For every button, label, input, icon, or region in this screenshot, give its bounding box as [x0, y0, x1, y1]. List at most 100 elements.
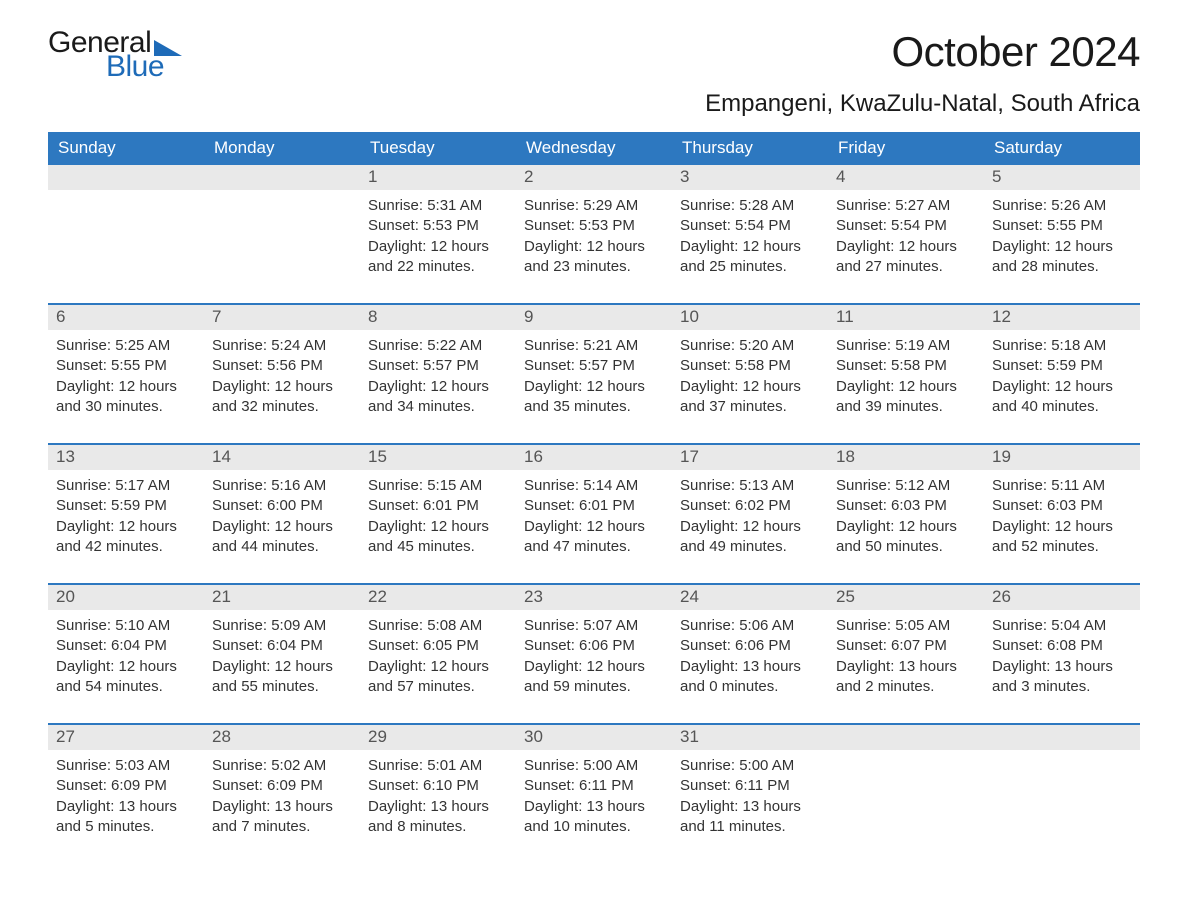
day-d1: Daylight: 13 hours	[56, 797, 196, 817]
day-sr: Sunrise: 5:09 AM	[212, 616, 352, 636]
day-number: 20	[48, 585, 204, 610]
day-number: 14	[204, 445, 360, 470]
day-number: 30	[516, 725, 672, 750]
day-ss: Sunset: 6:09 PM	[56, 776, 196, 796]
day-cell: Sunrise: 5:13 AMSunset: 6:02 PMDaylight:…	[672, 470, 828, 561]
day-d1: Daylight: 12 hours	[680, 377, 820, 397]
day-sr: Sunrise: 5:14 AM	[524, 476, 664, 496]
day-number: 13	[48, 445, 204, 470]
day-d1: Daylight: 12 hours	[368, 517, 508, 537]
day-sr: Sunrise: 5:12 AM	[836, 476, 976, 496]
brand-logo: General Blue	[48, 28, 182, 82]
dow-header: Saturday	[984, 132, 1140, 165]
day-ss: Sunset: 6:06 PM	[680, 636, 820, 656]
day-ss: Sunset: 5:58 PM	[680, 356, 820, 376]
day-sr: Sunrise: 5:22 AM	[368, 336, 508, 356]
day-ss: Sunset: 6:01 PM	[368, 496, 508, 516]
day-ss: Sunset: 6:10 PM	[368, 776, 508, 796]
day-number: 29	[360, 725, 516, 750]
day-number: 1	[360, 165, 516, 190]
day-cell: Sunrise: 5:24 AMSunset: 5:56 PMDaylight:…	[204, 330, 360, 421]
day-d2: and 37 minutes.	[680, 397, 820, 417]
day-d1: Daylight: 12 hours	[992, 517, 1132, 537]
day-ss: Sunset: 6:11 PM	[680, 776, 820, 796]
day-number: 10	[672, 305, 828, 330]
day-cell: Sunrise: 5:00 AMSunset: 6:11 PMDaylight:…	[672, 750, 828, 841]
day-cell: Sunrise: 5:04 AMSunset: 6:08 PMDaylight:…	[984, 610, 1140, 701]
day-sr: Sunrise: 5:03 AM	[56, 756, 196, 776]
day-ss: Sunset: 6:07 PM	[836, 636, 976, 656]
day-d2: and 8 minutes.	[368, 817, 508, 837]
day-sr: Sunrise: 5:24 AM	[212, 336, 352, 356]
day-d1: Daylight: 13 hours	[212, 797, 352, 817]
day-ss: Sunset: 6:11 PM	[524, 776, 664, 796]
day-number: 9	[516, 305, 672, 330]
day-d1: Daylight: 12 hours	[680, 517, 820, 537]
calendar-grid: SundayMondayTuesdayWednesdayThursdayFrid…	[48, 132, 1140, 841]
day-cell: Sunrise: 5:25 AMSunset: 5:55 PMDaylight:…	[48, 330, 204, 421]
day-cell: Sunrise: 5:28 AMSunset: 5:54 PMDaylight:…	[672, 190, 828, 281]
day-number: 7	[204, 305, 360, 330]
day-d1: Daylight: 12 hours	[836, 237, 976, 257]
day-number: 2	[516, 165, 672, 190]
day-d1: Daylight: 12 hours	[524, 237, 664, 257]
day-ss: Sunset: 5:55 PM	[992, 216, 1132, 236]
day-d1: Daylight: 12 hours	[836, 377, 976, 397]
day-ss: Sunset: 6:09 PM	[212, 776, 352, 796]
day-ss: Sunset: 5:59 PM	[56, 496, 196, 516]
day-number: 19	[984, 445, 1140, 470]
day-number: 22	[360, 585, 516, 610]
day-number: 4	[828, 165, 984, 190]
header: General Blue October 2024	[48, 28, 1140, 82]
day-d2: and 32 minutes.	[212, 397, 352, 417]
day-d2: and 30 minutes.	[56, 397, 196, 417]
day-ss: Sunset: 6:03 PM	[992, 496, 1132, 516]
day-cell: Sunrise: 5:14 AMSunset: 6:01 PMDaylight:…	[516, 470, 672, 561]
day-d2: and 27 minutes.	[836, 257, 976, 277]
day-number: 6	[48, 305, 204, 330]
day-cell	[828, 750, 984, 841]
day-sr: Sunrise: 5:06 AM	[680, 616, 820, 636]
day-d2: and 25 minutes.	[680, 257, 820, 277]
day-cell: Sunrise: 5:27 AMSunset: 5:54 PMDaylight:…	[828, 190, 984, 281]
day-d1: Daylight: 12 hours	[368, 237, 508, 257]
day-ss: Sunset: 5:56 PM	[212, 356, 352, 376]
day-ss: Sunset: 6:06 PM	[524, 636, 664, 656]
day-cell: Sunrise: 5:26 AMSunset: 5:55 PMDaylight:…	[984, 190, 1140, 281]
day-sr: Sunrise: 5:01 AM	[368, 756, 508, 776]
day-cell: Sunrise: 5:12 AMSunset: 6:03 PMDaylight:…	[828, 470, 984, 561]
day-ss: Sunset: 5:57 PM	[524, 356, 664, 376]
day-d1: Daylight: 12 hours	[212, 377, 352, 397]
day-number: 21	[204, 585, 360, 610]
day-cell: Sunrise: 5:03 AMSunset: 6:09 PMDaylight:…	[48, 750, 204, 841]
day-ss: Sunset: 6:03 PM	[836, 496, 976, 516]
day-ss: Sunset: 6:04 PM	[212, 636, 352, 656]
day-d1: Daylight: 13 hours	[680, 657, 820, 677]
day-number	[828, 725, 984, 750]
day-d1: Daylight: 12 hours	[680, 237, 820, 257]
day-ss: Sunset: 5:57 PM	[368, 356, 508, 376]
day-ss: Sunset: 5:54 PM	[680, 216, 820, 236]
day-sr: Sunrise: 5:10 AM	[56, 616, 196, 636]
day-d1: Daylight: 12 hours	[524, 657, 664, 677]
day-d1: Daylight: 13 hours	[368, 797, 508, 817]
day-ss: Sunset: 6:05 PM	[368, 636, 508, 656]
day-number: 25	[828, 585, 984, 610]
day-d2: and 7 minutes.	[212, 817, 352, 837]
day-sr: Sunrise: 5:13 AM	[680, 476, 820, 496]
day-sr: Sunrise: 5:00 AM	[524, 756, 664, 776]
day-cell: Sunrise: 5:15 AMSunset: 6:01 PMDaylight:…	[360, 470, 516, 561]
day-d1: Daylight: 12 hours	[992, 237, 1132, 257]
day-cell: Sunrise: 5:11 AMSunset: 6:03 PMDaylight:…	[984, 470, 1140, 561]
day-number: 18	[828, 445, 984, 470]
day-sr: Sunrise: 5:19 AM	[836, 336, 976, 356]
dow-header: Monday	[204, 132, 360, 165]
day-d2: and 3 minutes.	[992, 677, 1132, 697]
day-number: 24	[672, 585, 828, 610]
day-sr: Sunrise: 5:16 AM	[212, 476, 352, 496]
day-number: 16	[516, 445, 672, 470]
day-d1: Daylight: 12 hours	[212, 657, 352, 677]
day-number: 3	[672, 165, 828, 190]
day-d1: Daylight: 13 hours	[524, 797, 664, 817]
day-cell: Sunrise: 5:18 AMSunset: 5:59 PMDaylight:…	[984, 330, 1140, 421]
